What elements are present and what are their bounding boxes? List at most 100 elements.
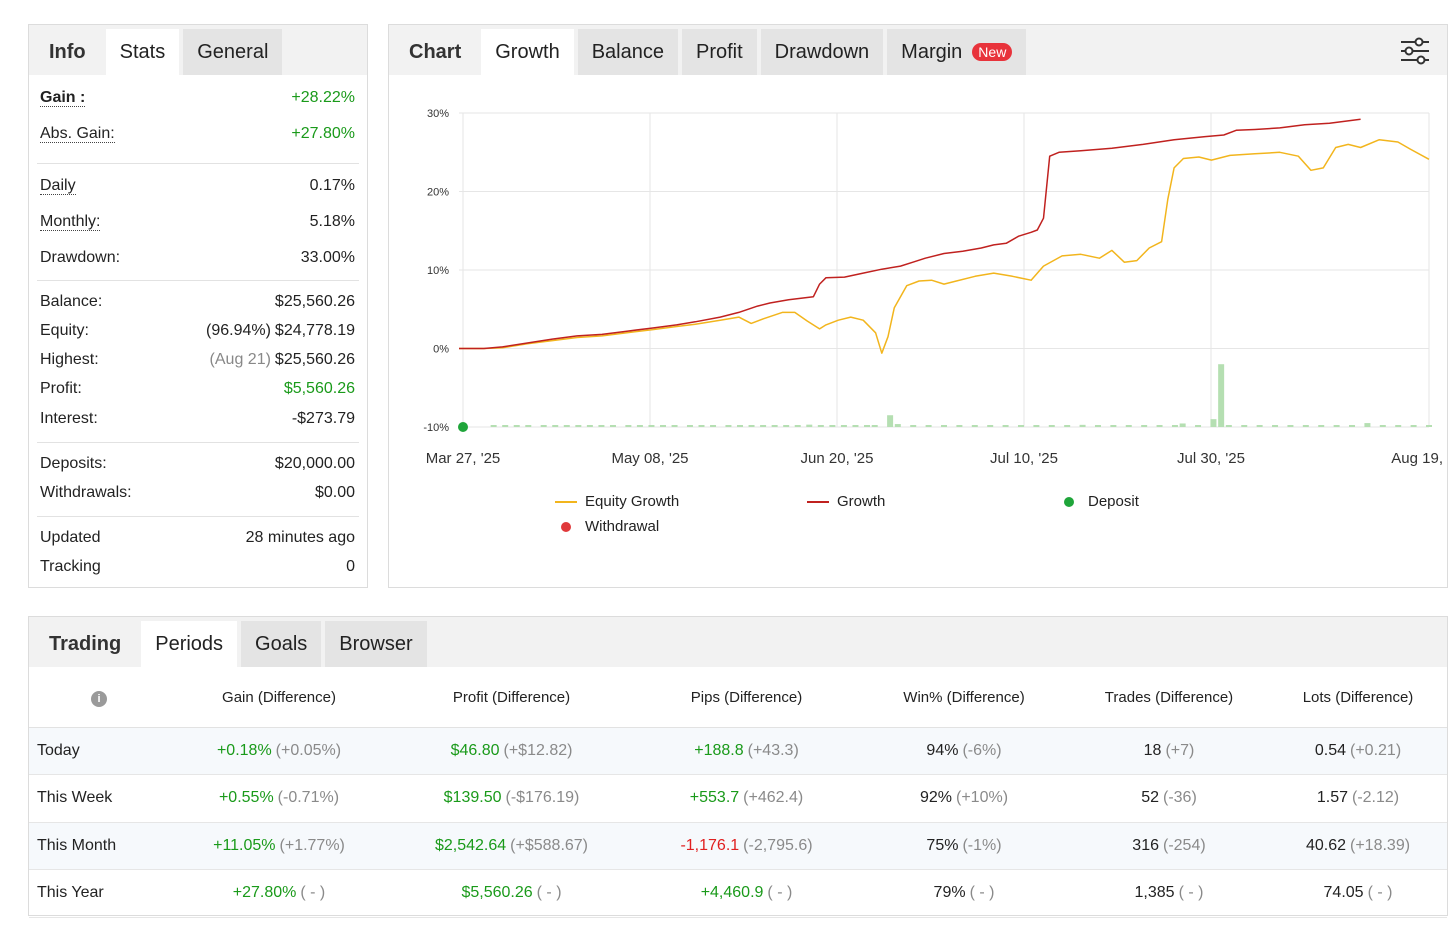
activity-bar: [725, 425, 732, 427]
tab-margin[interactable]: Margin New: [887, 29, 1027, 75]
activity-bar: [894, 424, 901, 427]
stat-deposits-value: $20,000.00: [274, 455, 355, 472]
stat-withdrawals-value: $0.00: [314, 484, 355, 501]
x-tick-label: Jul 10, '25: [990, 450, 1058, 467]
stat-profit: Profit: $5,560.26: [40, 378, 355, 400]
stat-daily: Daily 0.17%: [40, 175, 355, 197]
activity-bar: [1410, 425, 1417, 427]
tab-periods[interactable]: Periods: [141, 621, 238, 667]
table-cell: $139.50 (-$176.19): [389, 774, 634, 823]
legend-withdrawal[interactable]: Withdrawal: [561, 518, 659, 535]
cell-difference: (-$176.19): [505, 789, 580, 807]
stat-monthly-label[interactable]: Monthly:: [40, 213, 101, 231]
activity-bar: [563, 425, 570, 427]
activity-bar: [1079, 424, 1086, 427]
table-cell: 40.62 (+18.39): [1269, 822, 1447, 870]
cell-difference: ( - ): [1367, 884, 1393, 902]
table-cell: -1,176.1 (-2,795.6): [634, 822, 859, 870]
divider: [37, 280, 359, 281]
tab-browser[interactable]: Browser: [325, 621, 427, 667]
activity-bar: [941, 425, 947, 427]
row-label: This Year: [29, 869, 169, 918]
legend-growth[interactable]: Growth: [807, 493, 885, 510]
table-cell: 18 (+7): [1069, 727, 1269, 775]
divider: [37, 516, 359, 517]
tab-goals[interactable]: Goals: [241, 621, 322, 667]
x-tick-label: Aug 19, '25: [1391, 450, 1447, 467]
activity-bar: [1017, 425, 1024, 427]
info-panel: Info Stats General Gain : +28.22% Abs. G…: [28, 24, 368, 588]
cell-difference: ( - ): [767, 884, 793, 902]
stat-withdrawals: Withdrawals: $0.00: [40, 482, 355, 504]
activity-bar: [987, 425, 994, 427]
activity-bar: [971, 425, 978, 427]
cell-difference: ( - ): [969, 884, 995, 902]
table-cell: $5,560.26( - ): [389, 869, 634, 918]
stat-equity-value: $24,778.19: [274, 322, 355, 339]
tab-general[interactable]: General: [183, 29, 283, 75]
activity-bar: [586, 425, 593, 427]
stat-drawdown-value: 33.00%: [300, 249, 355, 266]
equity-growth-line: [459, 138, 1430, 354]
table-row: Today +0.18% (+0.05%) $46.80 (+$12.82) +188.8…: [29, 727, 1447, 775]
cell-value: 52: [1141, 789, 1159, 807]
growth-line: [459, 118, 1361, 350]
activity-bar: [760, 425, 767, 427]
sliders-icon[interactable]: [1399, 37, 1431, 65]
cell-value: $2,542.64: [434, 836, 507, 854]
stat-equity-percent: (96.94%): [206, 322, 271, 339]
cell-difference: (-0.71%): [277, 789, 340, 807]
stat-equity-value-group: (96.94%) $24,778.19: [206, 322, 355, 340]
info-tabbar: Info Stats General: [29, 25, 367, 75]
activity-bar: [698, 425, 705, 427]
tab-growth[interactable]: Growth: [481, 29, 574, 75]
activity-bar: [710, 425, 717, 427]
cell-value: 74.05: [1323, 884, 1364, 902]
new-badge: New: [972, 43, 1013, 61]
cell-value: +0.55%: [218, 789, 274, 807]
activity-bar: [1002, 425, 1009, 427]
legend-deposit[interactable]: Deposit: [1064, 493, 1139, 510]
cell-difference: (+43.3): [747, 741, 799, 759]
stat-gain-label[interactable]: Gain :: [40, 89, 86, 107]
table-row: This Year +27.80%( - ) $5,560.26( - ) +4,46…: [29, 869, 1447, 918]
tab-balance[interactable]: Balance: [577, 29, 678, 75]
tab-info-heading: Info: [49, 40, 86, 63]
legend-growth-label: Growth: [837, 493, 886, 510]
row-label: This Week: [29, 774, 169, 823]
x-tick-label: Jun 20, '25: [801, 450, 874, 467]
table-cell: 52 (-36): [1069, 774, 1269, 823]
info-icon[interactable]: i: [91, 690, 107, 707]
activity-bar: [1141, 425, 1148, 427]
stat-deposits-label: Deposits:: [40, 455, 107, 472]
activity-bar: [871, 425, 878, 427]
activity-bar: [1218, 364, 1225, 427]
stat-updated-label: Updated: [40, 529, 101, 546]
periods-body: Today +0.18% (+0.05%) $46.80 (+$12.82) +188.8…: [29, 727, 1447, 918]
cell-value: 1,385: [1134, 884, 1175, 902]
tab-profit[interactable]: Profit: [681, 29, 757, 75]
stat-tracking-value: 0: [346, 558, 355, 575]
stat-highest-date: (Aug 21): [209, 351, 271, 368]
activity-bar: [1179, 423, 1186, 427]
cell-value: $5,560.26: [461, 884, 533, 902]
tab-drawdown[interactable]: Drawdown: [760, 29, 884, 75]
stat-highest-value: $25,560.26: [274, 351, 355, 368]
activity-bar: [852, 425, 859, 427]
y-axis-ticks: 30% 20% 10% 0% -10%: [423, 108, 449, 434]
legend-withdrawal-swatch: [561, 521, 571, 532]
activity-bar: [1241, 425, 1248, 427]
cell-value: 75%: [926, 836, 959, 854]
legend-equity-growth[interactable]: Equity Growth: [555, 493, 679, 510]
table-cell: +0.55% (-0.71%): [169, 774, 389, 823]
stat-abs-gain-label[interactable]: Abs. Gain:: [40, 125, 115, 143]
activity-bar: [502, 425, 509, 427]
activity-bar: [806, 424, 813, 427]
activity-bar: [783, 425, 790, 427]
tab-stats[interactable]: Stats: [105, 29, 180, 75]
legend-deposit-swatch: [1064, 496, 1074, 507]
y-tick-label: 30%: [427, 108, 449, 120]
stat-daily-label[interactable]: Daily: [40, 177, 76, 195]
table-cell: 316 (-254): [1069, 822, 1269, 870]
activity-bar: [956, 425, 963, 427]
